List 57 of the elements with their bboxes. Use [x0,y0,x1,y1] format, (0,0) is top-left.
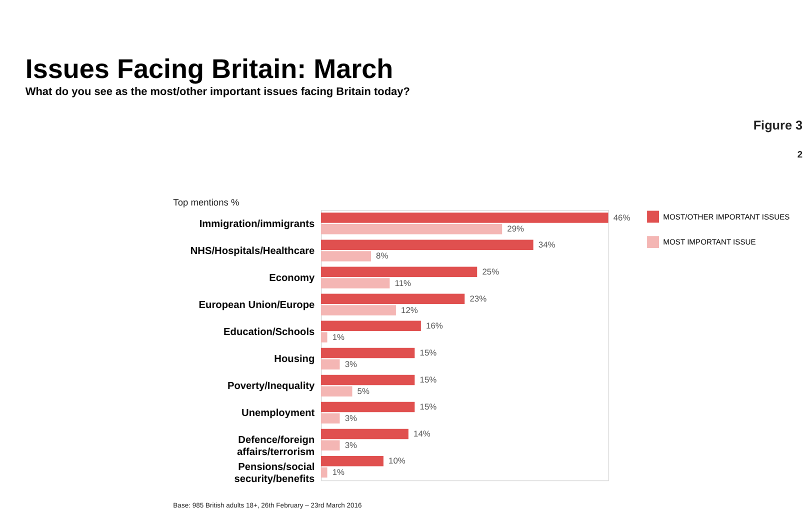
bar [321,240,534,250]
y-tick-label: Education/Schools [224,326,316,338]
bar [321,413,340,424]
bar [321,332,328,342]
bar [321,386,352,396]
data-label: 15% [420,374,438,385]
y-tick-label: Pensions/social security/benefits [234,462,316,485]
bar [321,456,384,466]
bar [321,467,328,478]
data-label: 3% [344,358,358,369]
data-label: 3% [344,412,358,423]
data-label: 34% [538,239,556,250]
data-label: 14% [414,428,431,439]
data-label: 23% [470,293,488,304]
data-label: 5% [357,386,370,396]
data-label: 11% [394,278,412,288]
data-label: 15% [420,347,438,358]
bar [321,374,415,386]
bar [321,305,396,316]
bar [321,359,340,370]
text: Top mentions % [173,198,240,208]
legend-label: MOST/OTHER IMPORTANT ISSUES [663,212,790,222]
data-label: 16% [426,320,444,330]
data-label: 1% [332,332,346,342]
bar [321,294,465,304]
y-tick-label: European Union/Europe [198,300,316,311]
bar [321,251,371,262]
y-tick-label: Housing [274,354,315,366]
data-label: 1% [332,467,346,477]
chart-title: Issues Facing Britain: March [25,54,394,84]
bar [321,212,608,223]
data-label: 15% [420,402,438,412]
text: 2 [797,150,803,160]
bar [321,278,390,288]
caption: Figure 3 [753,118,803,133]
data-label: 29% [507,224,525,234]
bar [321,348,415,358]
data-label: 25% [482,266,500,276]
y-tick-label: Unemployment [242,408,316,420]
data-label: 8% [376,250,389,261]
y-tick-label: Economy [269,272,316,284]
text: What do you see as the most/other important issues facing Britain today? [25,86,410,98]
bar [321,428,408,440]
data-label: 12% [401,304,418,315]
bar [321,266,478,277]
data-label: 3% [344,440,358,450]
bar [321,224,502,234]
legend-label: MOST IMPORTANT ISSUE [663,238,756,247]
y-tick-label: Poverty/Inequality [227,381,316,392]
bar [321,320,421,332]
data-label: 46% [613,212,631,222]
bar [321,402,415,412]
bar [321,440,340,451]
y-tick-label: Defence/foreign affairs/terrorism [237,435,315,458]
y-tick-label: Immigration/immigrants [199,218,316,230]
data-label: 10% [388,456,406,466]
y-tick-label: NHS/Hospitals/Healthcare [190,246,316,257]
